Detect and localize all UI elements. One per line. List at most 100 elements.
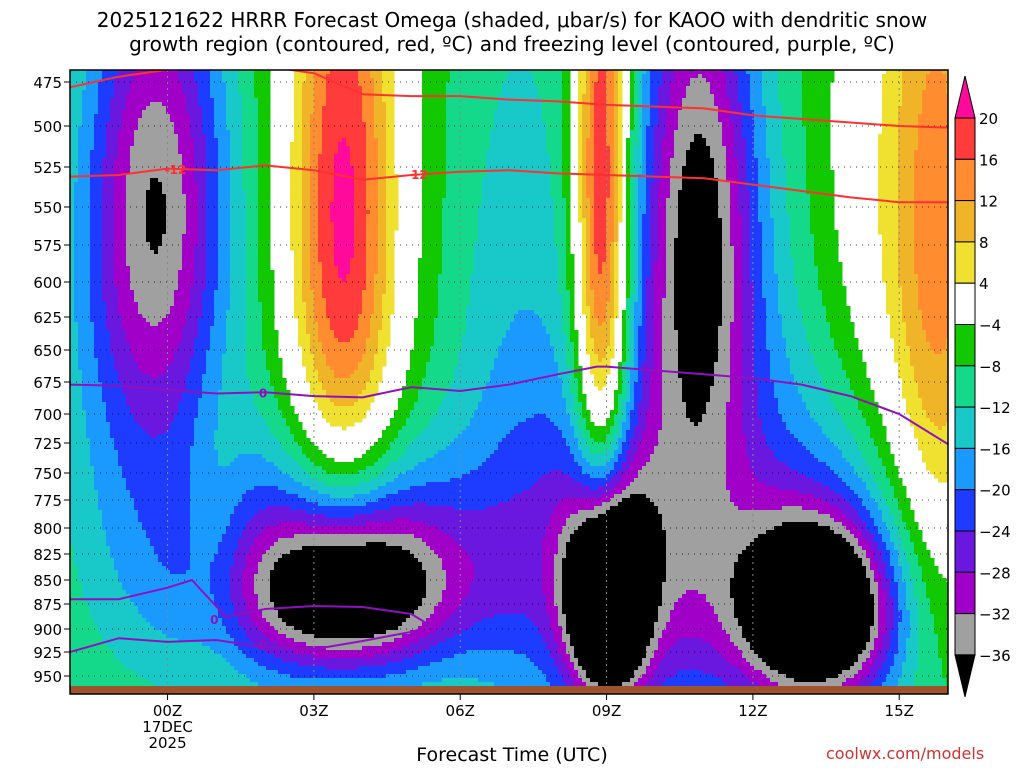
omega-cell (110, 446, 115, 451)
omega-cell (138, 482, 143, 487)
omega-cell (134, 394, 139, 399)
omega-cell (114, 574, 119, 579)
omega-cell (186, 618, 191, 623)
omega-cell (114, 354, 119, 359)
omega-cell (74, 162, 79, 167)
omega-cell (174, 562, 179, 567)
omega-cell (190, 354, 195, 359)
omega-cell (134, 570, 139, 575)
omega-cell (70, 110, 75, 115)
omega-cell (114, 646, 119, 651)
omega-cell (130, 426, 135, 431)
omega-cell (134, 562, 139, 567)
omega-cell (170, 406, 175, 411)
omega-cell (126, 582, 131, 587)
omega-cell (110, 366, 115, 371)
omega-cell (98, 434, 103, 439)
omega-cell (142, 534, 147, 539)
omega-cell (134, 282, 139, 287)
omega-cell (74, 178, 79, 183)
omega-cell (102, 538, 107, 543)
omega-cell (138, 674, 143, 679)
omega-cell (174, 342, 179, 347)
omega-cell (134, 202, 139, 207)
omega-cell (174, 506, 179, 511)
omega-cell (194, 294, 199, 299)
omega-cell (126, 530, 131, 535)
omega-cell (70, 214, 75, 219)
omega-cell (194, 270, 199, 275)
omega-cell (78, 86, 83, 91)
omega-cell (130, 646, 135, 651)
omega-cell (126, 238, 131, 243)
omega-cell (150, 114, 155, 119)
omega-cell (158, 502, 163, 507)
omega-cell (154, 634, 159, 639)
omega-cell (158, 70, 163, 75)
omega-cell (106, 110, 111, 115)
omega-cell (134, 642, 139, 647)
omega-cell (170, 390, 175, 395)
omega-cell (110, 586, 115, 591)
omega-cell (78, 150, 83, 155)
omega-cell (70, 630, 75, 635)
omega-cell (194, 506, 199, 511)
omega-cell (162, 550, 167, 555)
omega-cell (94, 506, 99, 511)
omega-cell (90, 590, 95, 595)
omega-cell (158, 614, 163, 619)
omega-cell (158, 346, 163, 351)
omega-cell (150, 270, 155, 275)
omega-cell (162, 294, 167, 299)
omega-cell (138, 526, 143, 531)
omega-cell (190, 582, 195, 587)
omega-cell (194, 646, 199, 651)
omega-cell (90, 86, 95, 91)
omega-cell (90, 122, 95, 127)
omega-cell (106, 430, 111, 435)
omega-cell (154, 262, 159, 267)
omega-cell (102, 502, 107, 507)
omega-cell (122, 262, 127, 267)
omega-cell (82, 582, 87, 587)
omega-cell (86, 414, 91, 419)
omega-cell (158, 634, 163, 639)
omega-cell (110, 386, 115, 391)
omega-cell (162, 254, 167, 259)
omega-cell (146, 74, 151, 79)
omega-cell (146, 242, 151, 247)
omega-cell (126, 442, 131, 447)
omega-cell (142, 562, 147, 567)
omega-cell (170, 658, 175, 663)
omega-cell (134, 330, 139, 335)
omega-cell (194, 486, 199, 491)
omega-cell (106, 618, 111, 623)
omega-cell (190, 658, 195, 663)
omega-cell (122, 598, 127, 603)
omega-cell (126, 78, 131, 83)
omega-cell (122, 550, 127, 555)
omega-cell (186, 90, 191, 95)
omega-cell (78, 450, 83, 455)
omega-cell (102, 110, 107, 115)
omega-cell (154, 674, 159, 679)
omega-cell (150, 82, 155, 87)
omega-cell (150, 458, 155, 463)
omega-cell (114, 394, 119, 399)
omega-cell (74, 330, 79, 335)
omega-cell (130, 434, 135, 439)
omega-cell (178, 226, 183, 231)
omega-cell (134, 338, 139, 343)
omega-cell (102, 434, 107, 439)
omega-cell (106, 346, 111, 351)
omega-cell (138, 366, 143, 371)
omega-cell (178, 470, 183, 475)
omega-cell (94, 94, 99, 99)
omega-cell (74, 598, 79, 603)
omega-cell (78, 406, 83, 411)
omega-cell (90, 670, 95, 675)
omega-cell (86, 630, 91, 635)
omega-cell (94, 618, 99, 623)
omega-cell (102, 226, 107, 231)
omega-cell (190, 158, 195, 163)
